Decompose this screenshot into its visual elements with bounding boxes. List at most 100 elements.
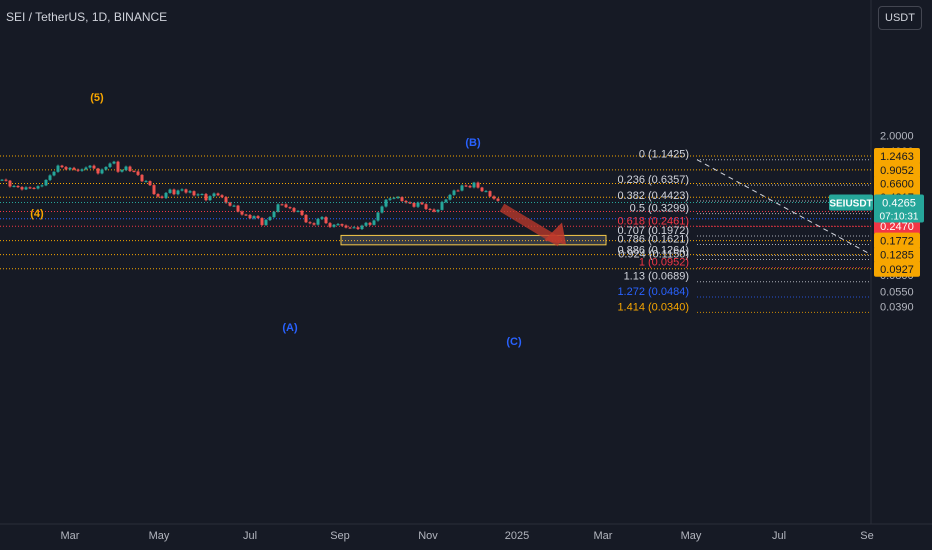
candle-body [364,222,368,226]
price-badge-label: 0.1285 [880,250,914,262]
candle-body [32,187,36,189]
candle-body [192,191,196,196]
candle-body [400,197,404,202]
candle-body [56,165,60,172]
candle-body [412,202,416,207]
candle-body [460,185,464,191]
candle-body [240,211,244,215]
candle-body [168,189,172,193]
candle-body [376,212,380,221]
candle-body [452,190,456,195]
candle-body [84,167,88,170]
candle-body [320,217,324,219]
candle-body [492,196,496,199]
candle-body [44,179,48,186]
candle-body [304,214,308,223]
candle-body [380,206,384,213]
candle-body [176,190,180,195]
fib-label: 1.414 (0.0340) [617,301,689,313]
candle-body [28,187,32,189]
price-badge [874,175,920,192]
candle-body [272,211,276,218]
x-tick-label: Nov [418,530,438,542]
candle-body [212,193,216,197]
candle-body [324,217,328,224]
candle-body [316,218,320,225]
candle-body [340,224,344,226]
candle-body [124,166,128,171]
candle-body [20,187,24,190]
candle-body [92,165,96,169]
wave-label: (C) [506,336,522,348]
candle-body [356,227,360,230]
price-badge-label: 0.0927 [880,264,914,276]
candle-body [284,204,288,208]
candle-body [100,169,104,174]
candle-body [136,171,140,175]
candle-body [104,166,108,170]
candle-body [232,205,236,207]
candle-body [152,185,156,195]
candle-body [132,171,136,173]
candle-body [464,185,468,187]
wave-labels: (5) (4) (B) (A) (C) [30,92,522,348]
candle-body [200,194,204,196]
candle-body [248,215,252,219]
price-badge [874,161,920,178]
candle-body [328,223,332,227]
candle-body [476,182,480,188]
candle-body [256,216,260,219]
candle-body [128,166,132,172]
symbol-badge-label: SEIUSDT [829,199,872,210]
candle-body [420,202,424,205]
wave-label: (5) [90,92,104,104]
wave-label: (B) [465,137,481,149]
x-tick-label: May [681,530,702,542]
x-tick-label: Jul [243,530,257,542]
x-tick-label: May [149,530,170,542]
candle-body [52,171,56,176]
candle-body [264,220,268,225]
candle-body [96,168,100,174]
candle-body [244,214,248,216]
candle-body [396,197,400,199]
x-tick-label: Se [860,530,873,542]
candle-body [48,175,52,180]
candle-body [180,189,184,191]
x-tick-label: Jul [772,530,786,542]
symbol-badge [829,194,873,211]
target-zone-box [340,234,607,246]
candle-body [108,163,112,167]
fib-label: 0 (1.1425) [639,149,689,161]
price-badge [874,246,920,263]
target-zone [340,234,607,246]
candle-body [148,181,152,186]
y-tick-label: 0.0390 [880,301,914,313]
candle-body [336,224,340,226]
candle-body [352,227,356,229]
candle-body [160,196,164,198]
candle-body [440,201,444,210]
candle-body [496,198,500,201]
candle-body [268,217,272,221]
candle-body [344,225,348,228]
candle-body [484,191,488,193]
candle-body [120,170,124,172]
price-badge-label: 0.2470 [880,221,914,233]
currency-button[interactable]: USDT [878,6,922,30]
candle-body [156,194,160,197]
candle-body [300,210,304,215]
candle-body [112,161,116,164]
candle-body [260,218,264,225]
time-axis[interactable]: Mar May Jul Sep Nov 2025 Mar May Jul Se [61,530,874,542]
candle-body [488,191,492,197]
fib-label: 0.886 (0.1264) [617,244,689,256]
candle-body [216,193,220,196]
candle-body [308,222,312,224]
candle-body [444,199,448,202]
wave-label: (4) [30,208,44,220]
candle-body [368,222,372,225]
candle-body [80,169,84,171]
candle-body [208,196,212,201]
